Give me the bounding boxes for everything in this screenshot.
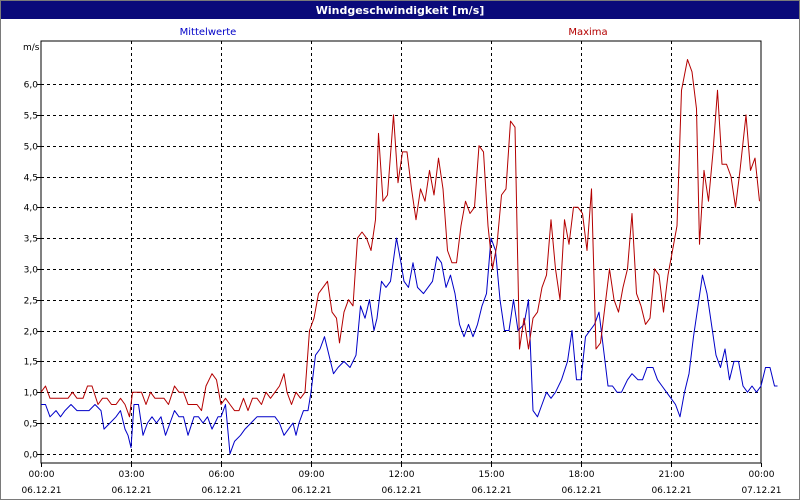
- y-tick-label: 6,0: [24, 81, 39, 91]
- title-bar: [1, 1, 799, 19]
- y-axis-unit-label: m/s: [23, 43, 40, 53]
- y-tick-label: 1,0: [24, 389, 39, 399]
- y-tick-label: 4,0: [24, 204, 39, 214]
- x-tick-date-label: 06.12.21: [561, 486, 601, 496]
- x-tick-time-label: 12:00: [389, 470, 415, 480]
- y-tick-label: 4,5: [24, 174, 38, 184]
- x-tick-time-label: 21:00: [659, 470, 685, 480]
- series-line-maxima: [40, 59, 760, 418]
- y-tick-label: 2,5: [24, 297, 38, 307]
- x-tick-time-label: 00:00: [749, 470, 775, 480]
- x-tick-time-label: 18:00: [569, 470, 595, 480]
- x-tick-date-label: 06.12.21: [21, 486, 61, 496]
- x-tick-date-label: 06.12.21: [381, 486, 421, 496]
- x-tick-date-label: 06.12.21: [651, 486, 691, 496]
- y-tick-label: 0,0: [24, 451, 39, 461]
- y-tick-label: 3,5: [24, 235, 38, 245]
- x-axis-ticks: 00:00 06.12.21 03:00 06.12.21 06:00 06.12.21 0…: [21, 463, 782, 496]
- y-tick-label: 1,5: [24, 358, 38, 368]
- x-tick-time-label: 00:00: [29, 470, 55, 480]
- y-tick-label: 5,5: [24, 112, 38, 122]
- y-tick-label: 5,0: [24, 143, 39, 153]
- x-tick-time-label: 09:00: [299, 470, 325, 480]
- x-tick-date-label: 06.12.21: [471, 486, 511, 496]
- series-lines: [40, 59, 778, 455]
- x-tick-time-label: 03:00: [119, 470, 145, 480]
- x-tick-time-label: 06:00: [209, 470, 235, 480]
- x-tick-time-label: 15:00: [479, 470, 505, 480]
- series-line-mittelwerte: [41, 237, 778, 455]
- y-tick-label: 3,0: [24, 266, 39, 276]
- x-tick-date-label: 07.12.21: [741, 486, 781, 496]
- legend-maxima: Maxima: [568, 27, 607, 38]
- y-tick-label: 0,5: [24, 420, 38, 430]
- grid-lines: [41, 41, 761, 463]
- legend-mittelwerte: Mittelwerte: [180, 27, 237, 38]
- y-tick-label: 2,0: [24, 328, 39, 338]
- chart-title: Windgeschwindigkeit [m/s]: [316, 4, 485, 17]
- x-tick-date-label: 06.12.21: [111, 486, 151, 496]
- x-tick-date-label: 06.12.21: [201, 486, 241, 496]
- x-tick-date-label: 06.12.21: [291, 486, 331, 496]
- y-axis-ticks: 0,0 0,5 1,0 1,5 2,0 2,5 3,0 3,5 4,0 4,5 5,0 5,5 6,0: [24, 81, 41, 461]
